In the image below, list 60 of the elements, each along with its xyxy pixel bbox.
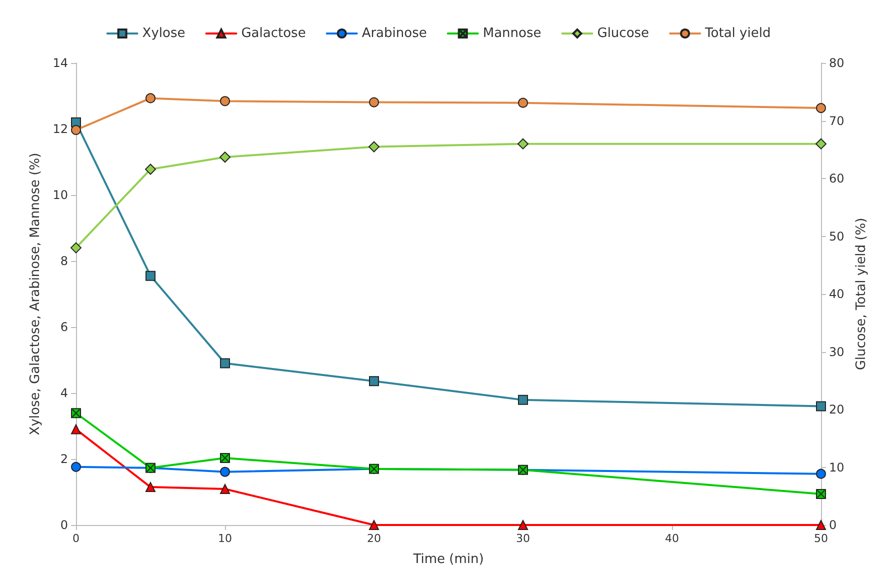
point (369, 520, 379, 530)
y-axis-title: Xylose, Galactose, Arabinose, Mannose (%) (28, 152, 43, 436)
y-tick-label: 0 (60, 518, 68, 532)
point (145, 164, 156, 175)
x-axis-title: Time (min) (412, 552, 484, 567)
point (220, 484, 230, 494)
point (220, 453, 230, 464)
y2-axis-title: Glucose, Total yield (%) (854, 218, 870, 370)
point (816, 468, 826, 479)
point (220, 152, 230, 163)
y-tick-label: 14 (52, 56, 68, 70)
point (518, 394, 528, 405)
y2-tick-label: 80 (829, 56, 844, 70)
point (71, 408, 81, 418)
legend-label: Galactose (241, 26, 306, 41)
y2-tick-label: 50 (829, 229, 844, 244)
point (816, 138, 826, 150)
y2-tick-label: 60 (829, 172, 844, 186)
point (146, 270, 156, 281)
point (146, 93, 156, 104)
legend-label: Arabinose (362, 26, 427, 41)
y-tick-label: 6 (60, 320, 68, 334)
legend-label: Glucose (597, 26, 650, 41)
y2-tick-label: 70 (829, 114, 844, 128)
point (518, 520, 528, 530)
point (71, 424, 81, 434)
y-tick-label: 4 (60, 386, 68, 400)
point (220, 358, 230, 368)
point (369, 376, 379, 386)
point (816, 488, 826, 499)
x-tick-label: 10 (218, 532, 232, 545)
y-tick-label: 2 (60, 452, 68, 466)
legend-label: Xylose (142, 26, 186, 41)
y2-tick-label: 0 (829, 518, 837, 532)
point (71, 124, 81, 135)
point (220, 466, 230, 477)
point (518, 138, 528, 150)
point (816, 401, 826, 412)
x-tick-label: 20 (367, 532, 381, 545)
point (146, 482, 156, 492)
point (368, 141, 380, 152)
legend-label: Mannose (482, 26, 542, 41)
point (220, 96, 230, 106)
y2-tick-label: 40 (829, 287, 844, 301)
point (70, 242, 82, 254)
point (816, 103, 826, 114)
x-tick-label: 50 (814, 532, 828, 545)
x-tick-label: 30 (516, 532, 530, 545)
y2-tick-label: 10 (829, 460, 844, 474)
y2-tick-label: 30 (829, 344, 844, 359)
x-tick-label: 40 (665, 532, 679, 545)
point (518, 98, 528, 108)
x-tick-label: 0 (72, 532, 80, 545)
point (369, 97, 379, 108)
y-tick-label: 12 (52, 122, 68, 136)
legend-label: Total yield (704, 26, 771, 41)
y-tick-label: 8 (60, 254, 68, 268)
y-tick-label: 10 (52, 188, 68, 202)
y2-tick-label: 20 (829, 402, 844, 416)
point (71, 462, 81, 472)
